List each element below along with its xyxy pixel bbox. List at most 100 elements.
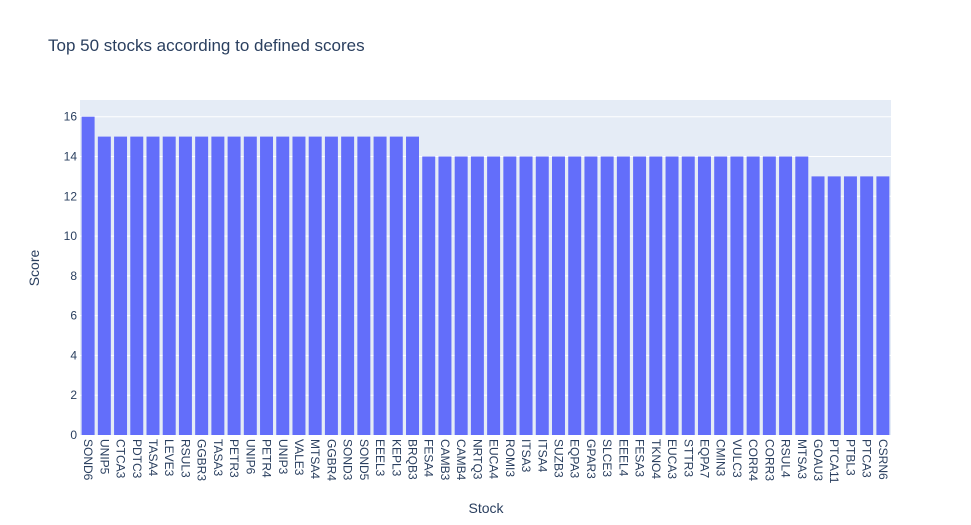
bar-fesa4[interactable] [422, 156, 436, 435]
x-tick-label: PETR3 [227, 439, 241, 478]
bar-leve3[interactable] [162, 136, 176, 435]
x-tick-label: FESA3 [633, 439, 647, 477]
bar-itsa3[interactable] [519, 156, 533, 435]
bar-vulc3[interactable] [730, 156, 744, 435]
bar-petr3[interactable] [227, 136, 241, 435]
bar-cmin3[interactable] [714, 156, 728, 435]
bar-unip3[interactable] [276, 136, 290, 435]
x-tick-label: EUCA4 [487, 439, 501, 479]
x-tick-label: PDTC3 [130, 439, 144, 479]
y-tick-label: 8 [70, 269, 77, 283]
x-tick-label: CSRN6 [876, 439, 890, 480]
y-axis-ticks: 0 2 4 6 8 10 12 14 16 [64, 110, 78, 442]
x-tick-label: CORR4 [746, 439, 760, 481]
x-tick-label: SLCE3 [600, 439, 614, 477]
x-tick-label: CMIN3 [714, 439, 728, 477]
x-tick-label: KEPL3 [389, 439, 403, 477]
bar-rsul3[interactable] [178, 136, 192, 435]
x-tick-label: SOND3 [341, 439, 355, 481]
x-tick-label: SOND6 [81, 439, 95, 481]
x-tick-label: UNIP6 [243, 439, 257, 475]
x-tick-label: TKNO4 [649, 439, 663, 479]
x-tick-label: GGBR4 [324, 439, 338, 481]
y-tick-label: 16 [64, 110, 78, 124]
bar-ptca3[interactable] [860, 176, 874, 436]
bar-brqb3[interactable] [406, 136, 419, 435]
bar-ggbr3[interactable] [195, 136, 209, 435]
bar-mtsa3[interactable] [795, 156, 809, 435]
x-tick-label: NRTQ3 [470, 439, 484, 480]
bar-slce3[interactable] [600, 156, 614, 435]
bar-mtsa4[interactable] [308, 136, 322, 435]
y-tick-label: 0 [70, 428, 77, 442]
bar-fesa3[interactable] [633, 156, 647, 435]
x-tick-label: RSUL3 [178, 439, 192, 478]
bar-ptca11[interactable] [827, 176, 841, 436]
x-axis-ticks: SOND6 UNIP5 CTCA3 PDTC3 TASA4 LEVE3 RSUL3 GGBR3… [81, 439, 890, 484]
bar-pdtc3[interactable] [130, 136, 144, 435]
x-tick-label: FESA4 [422, 439, 436, 477]
y-axis-title: Score [26, 250, 42, 287]
bar-csrn6[interactable] [876, 176, 890, 436]
bar-ctca3[interactable] [114, 136, 128, 435]
bar-eeel3[interactable] [373, 136, 387, 435]
x-tick-label: EEEL3 [373, 439, 387, 477]
x-axis-title: Stock [468, 500, 504, 516]
chart-title: Top 50 stocks according to defined score… [48, 36, 365, 55]
bar-sond5[interactable] [357, 136, 371, 435]
x-tick-label: TASA3 [211, 439, 225, 476]
x-tick-label: MTSA3 [795, 439, 809, 479]
bar-rsul4[interactable] [779, 156, 793, 435]
bar-ggbr4[interactable] [324, 136, 338, 435]
bar-sond3[interactable] [341, 136, 355, 435]
x-tick-label: UNIP3 [276, 439, 290, 475]
x-tick-label: VALE3 [292, 439, 306, 476]
bar-camb3[interactable] [438, 156, 452, 435]
bar-vale3[interactable] [292, 136, 306, 435]
x-tick-label: RSUL4 [779, 439, 793, 478]
x-tick-label: ITSA3 [519, 439, 533, 473]
bar-euca4[interactable] [487, 156, 501, 435]
x-tick-label: EUCA3 [665, 439, 679, 479]
bar-nrtq3[interactable] [470, 156, 484, 435]
y-tick-label: 10 [64, 229, 78, 243]
bar-kepl3[interactable] [389, 136, 403, 435]
bar-tasa3[interactable] [211, 136, 225, 435]
bar-romi3[interactable] [503, 156, 517, 435]
x-tick-label: MTSA4 [308, 439, 322, 479]
x-tick-label: SUZB3 [551, 439, 565, 478]
bar-itsa4[interactable] [535, 156, 549, 435]
bar-camb4[interactable] [454, 156, 468, 435]
x-tick-label: LEVE3 [162, 439, 176, 477]
bar-sond6[interactable] [81, 116, 95, 436]
bar-gpar3[interactable] [584, 156, 598, 435]
x-tick-label: PTCA11 [827, 439, 841, 484]
bar-petr4[interactable] [260, 136, 274, 435]
bar-corr4[interactable] [746, 156, 760, 435]
bar-goau3[interactable] [811, 176, 825, 436]
bar-eqpa3[interactable] [568, 156, 582, 435]
bars [81, 116, 890, 436]
x-tick-label: EQPA3 [568, 439, 582, 478]
x-tick-label: CORR3 [762, 439, 776, 481]
bar-unip5[interactable] [97, 136, 111, 435]
x-tick-label: ITSA4 [535, 439, 549, 473]
bar-eqpa7[interactable] [697, 156, 711, 435]
bar-euca3[interactable] [665, 156, 679, 435]
bar-tasa4[interactable] [146, 136, 160, 435]
x-tick-label: CAMB4 [454, 439, 468, 481]
bar-unip6[interactable] [243, 136, 257, 435]
x-tick-label: VULC3 [730, 439, 744, 478]
bar-sttr3[interactable] [681, 156, 695, 435]
bar-ptbl3[interactable] [843, 176, 857, 436]
bar-tkno4[interactable] [649, 156, 663, 435]
x-tick-label: TASA4 [146, 439, 160, 476]
bar-suzb3[interactable] [552, 156, 565, 435]
x-tick-label: BRQB3 [406, 439, 420, 480]
bar-eeel4[interactable] [616, 156, 630, 435]
bar-corr3[interactable] [762, 156, 776, 435]
y-tick-label: 14 [64, 149, 78, 163]
y-tick-label: 4 [70, 348, 77, 362]
